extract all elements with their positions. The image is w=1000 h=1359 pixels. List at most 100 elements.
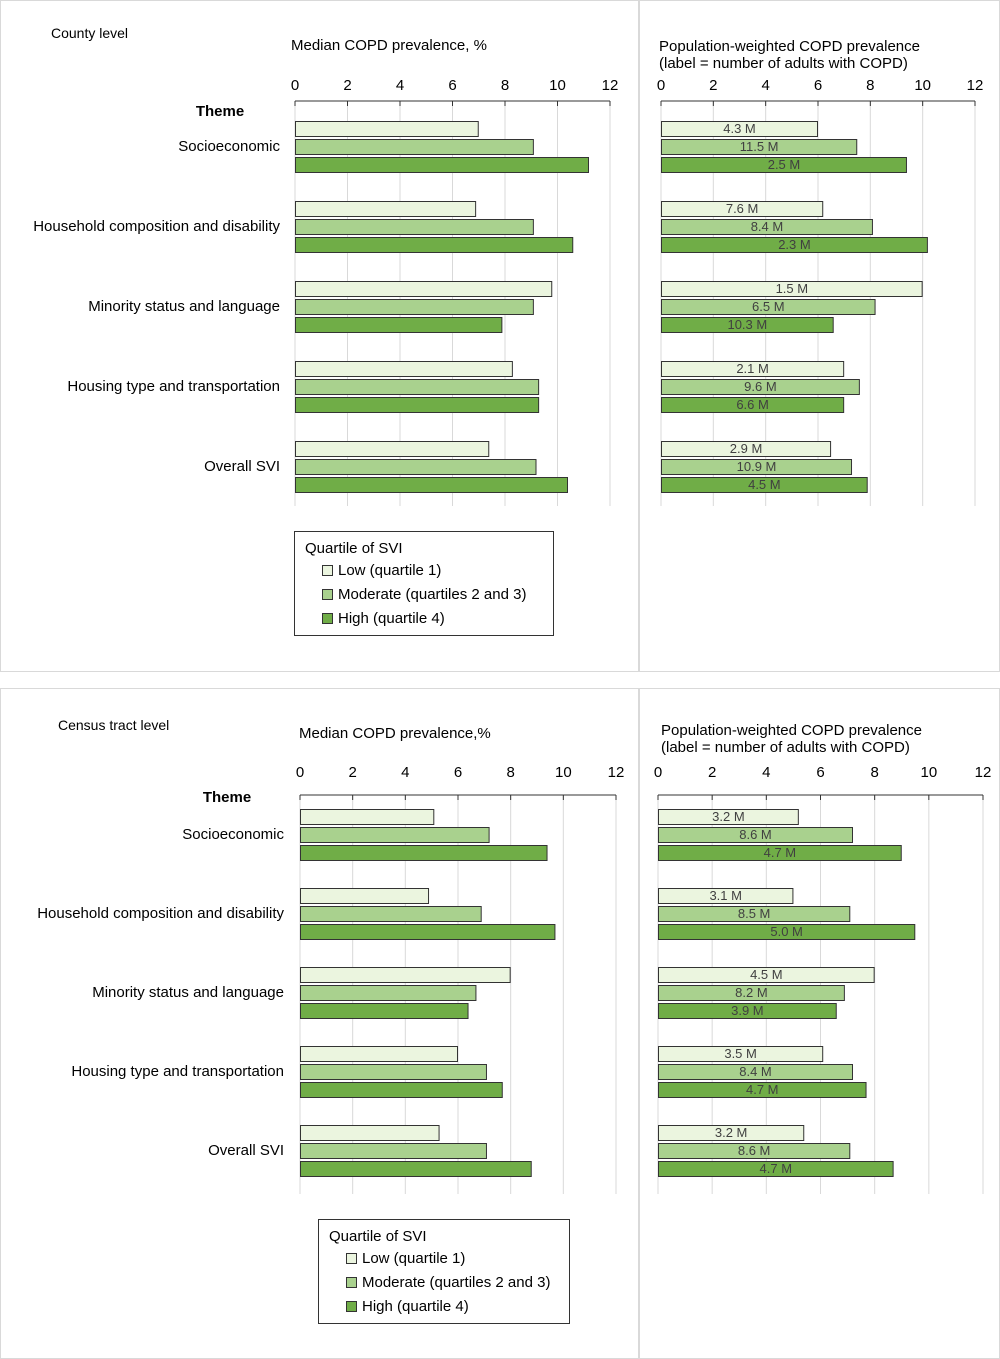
bar-data-label: 4.3 M [723,121,756,136]
tract-median-title: Median COPD prevalence,% [299,725,491,742]
legend-label-low: Low (quartile 1) [338,561,442,579]
bar-high [295,157,589,173]
bar-data-label: 4.7 M [760,1161,793,1176]
bar-high [658,845,902,861]
county-pw-panel: Population-weighted COPD prevalence (lab… [639,0,1000,672]
legend-swatch-low [322,564,333,576]
county-median-panel: County level Median COPD prevalence, % 0… [0,0,639,672]
bar-moderate [661,219,873,235]
bar-data-label: 3.2 M [712,809,745,824]
bar-data-label: 1.5 M [776,281,809,296]
bar-low [300,809,435,825]
bar-data-label: 4.7 M [764,845,797,860]
bar-high [295,477,568,493]
bar-high [658,924,916,940]
x-tick-label: 2 [343,77,351,94]
bar-low [300,1125,440,1141]
x-tick-label: 2 [709,77,717,94]
tract-pw-title: Population-weighted COPD prevalence (lab… [661,722,922,756]
bar-moderate [658,985,845,1001]
bar-low [295,201,477,217]
bar-data-label: 8.4 M [751,219,784,234]
bar-moderate [300,827,490,843]
legend-item-high: High (quartile 4) [322,609,553,627]
bar-data-label: 8.2 M [735,985,768,1000]
x-tick-label: 12 [975,764,992,781]
x-tick-label: 6 [454,764,462,781]
bar-low [295,361,513,377]
legend-label-low: Low (quartile 1) [362,1249,466,1267]
x-tick-label: 6 [448,77,456,94]
tract-pw-title-line1: Population-weighted COPD prevalence [661,722,922,739]
bar-low [295,121,479,137]
bar-moderate [661,379,860,395]
x-tick-label: 12 [608,764,625,781]
bar-moderate [658,906,851,922]
x-tick-label: 8 [870,764,878,781]
tract-median-panel: Census tract level Median COPD prevalenc… [0,688,639,1359]
category-label: Household composition and disability [33,218,280,235]
x-tick-label: 2 [708,764,716,781]
category-label: Minority status and language [88,298,280,315]
bar-moderate [295,219,534,235]
x-tick-label: 0 [654,764,662,781]
legend-item-high: High (quartile 4) [346,1297,569,1315]
category-label: Socioeconomic [178,138,280,155]
category-header: Theme [196,103,244,120]
x-tick-label: 0 [657,77,665,94]
bar-moderate [661,299,876,315]
x-tick-label: 12 [967,77,984,94]
tract-level-label: Census tract level [58,717,170,733]
county-median-chart: 0 2 4 6 8 10 12 Theme Socioeconomic Household com… [33,77,619,506]
bar-low [300,1046,458,1062]
bar-high [658,1003,837,1019]
bar-low [661,281,923,297]
bar-high [661,237,928,253]
bar-high [300,1082,503,1098]
legend-title: Quartile of SVI [305,540,403,557]
category-label: Housing type and transportation [71,1063,284,1080]
legend-swatch-high [346,1300,357,1312]
bar-moderate [658,1143,851,1159]
x-tick-label: 6 [814,77,822,94]
bar-high [295,397,540,413]
county-level-label: County level [51,25,129,41]
bar-low [295,281,553,297]
bar-data-label: 2.3 M [778,237,811,252]
bar-low [658,809,799,825]
category-label: Minority status and language [92,984,284,1001]
x-tick-label: 0 [291,77,299,94]
bar-data-label: 3.1 M [709,888,742,903]
category-label: Housing type and transportation [67,378,280,395]
bar-data-label: 5.0 M [770,924,803,939]
bar-high [661,157,907,173]
county-pw-title-line1: Population-weighted COPD prevalence [659,38,920,55]
category-label: Socioeconomic [182,826,284,843]
legend-swatch-low [346,1252,357,1264]
bar-moderate [300,1143,487,1159]
bar-low [661,201,824,217]
bar-low [300,888,430,904]
bar-high [661,317,834,333]
bar-moderate [295,379,540,395]
bar-low [661,121,818,137]
legend-item-moderate: Moderate (quartiles 2 and 3) [322,585,553,603]
bar-low [661,441,832,457]
bar-data-label: 2.9 M [730,441,763,456]
x-tick-label: 0 [296,764,304,781]
bar-low [295,441,490,457]
legend-label-moderate: Moderate (quartiles 2 and 3) [338,585,527,603]
bar-moderate [295,299,534,315]
category-label: Overall SVI [204,458,280,475]
x-tick-label: 12 [602,77,619,94]
bar-high [300,924,556,940]
bar-data-label: 4.5 M [750,967,783,982]
bar-moderate [295,459,537,475]
bar-data-label: 3.9 M [731,1003,764,1018]
bar-moderate [300,985,477,1001]
county-median-title: Median COPD prevalence, % [291,37,487,54]
category-header: Theme [203,789,251,806]
bar-data-label: 8.6 M [738,1143,771,1158]
legend-item-low: Low (quartile 1) [322,561,553,579]
county-pw-title-line2: (label = number of adults with COPD) [659,55,908,72]
